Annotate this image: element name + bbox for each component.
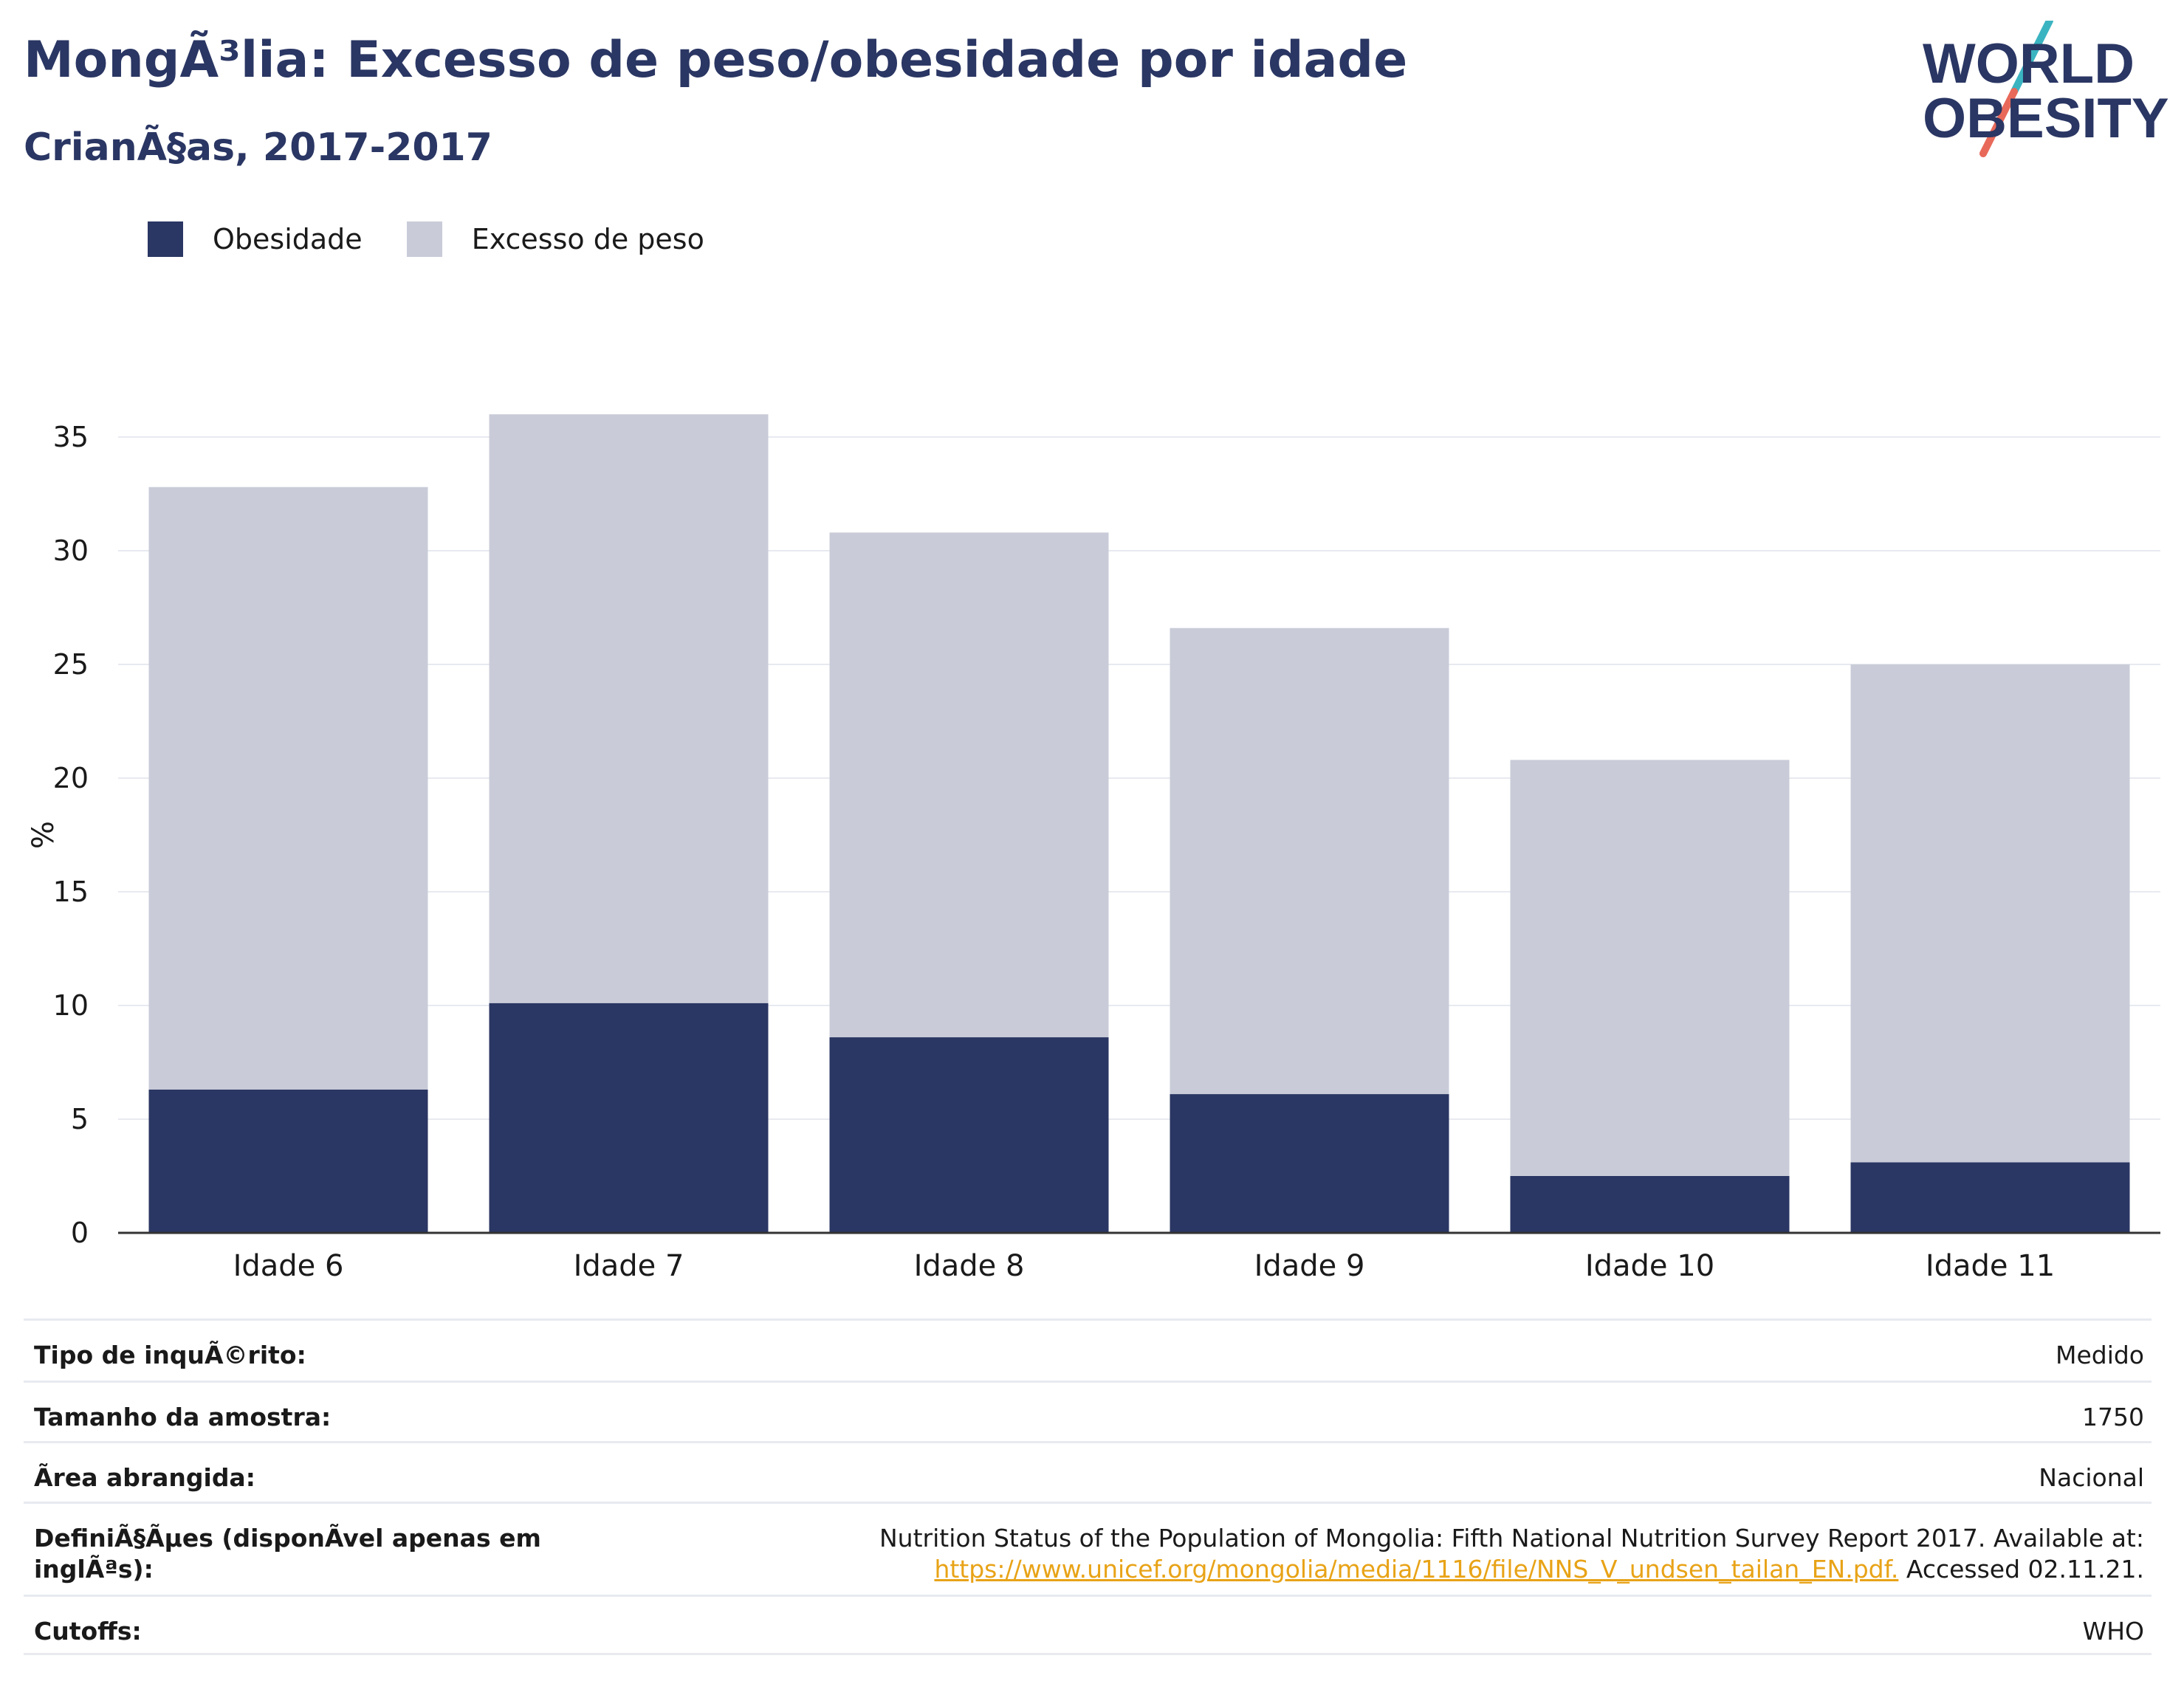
bar-obesidade <box>1850 1162 2130 1233</box>
chart-legend: Obesidade Excesso de peso <box>148 220 749 258</box>
info-value: Nutrition Status of the Population of Mo… <box>879 1523 2144 1585</box>
y-tick-label: 30 <box>53 534 89 567</box>
y-tick-label: 0 <box>71 1217 89 1249</box>
info-value: Nacional <box>2039 1463 2144 1492</box>
info-row-definitions: DefiniÃ§Ãµes (disponÃvel apenas em inglÃ… <box>24 1502 2152 1595</box>
x-tick-label: Idade 11 <box>1926 1249 2055 1283</box>
logo-line2: OBESITY <box>1923 87 2169 150</box>
x-tick-label: Idade 10 <box>1585 1249 1714 1283</box>
bar-chart: 0 5 10 15 20 25 30 35% Idade 6 Idade 7 Idade 8 Idad… <box>27 414 2160 1283</box>
y-tick-label: 35 <box>53 421 89 453</box>
y-tick-label: 25 <box>53 648 89 681</box>
logo-line1: WORLD <box>1923 32 2135 95</box>
y-axis-label: % <box>27 821 61 849</box>
bar-excesso-de-peso <box>1850 664 2130 1233</box>
bar-obesidade <box>148 1089 428 1233</box>
info-row-survey-type: Tipo de inquÃ©rito: Medido <box>24 1318 2152 1381</box>
chart-title: MongÃ³lia: Excesso de peso/obesidade por… <box>24 31 1408 89</box>
x-tick-label: Idade 6 <box>233 1249 344 1283</box>
logo-slash-bottom <box>1979 88 2018 157</box>
y-tick-label: 20 <box>53 762 89 794</box>
info-row-area: Ãrea abrangida: Nacional <box>24 1441 2152 1502</box>
x-tick-label: Idade 7 <box>574 1249 684 1283</box>
x-tick-label: Idade 8 <box>914 1249 1025 1283</box>
bar-excesso-de-peso <box>1510 760 1790 1233</box>
x-tick-label: Idade 9 <box>1254 1249 1365 1283</box>
legend-item-obesity[interactable]: Obesidade <box>148 221 363 257</box>
chart-subtitle: CrianÃ§as, 2017-2017 <box>24 126 492 170</box>
legend-swatch-obesity <box>148 221 183 257</box>
survey-info-table: Tipo de inquÃ©rito: Medido Tamanho da am… <box>24 1318 2152 1655</box>
y-tick-label: 10 <box>53 989 89 1022</box>
bar-obesidade <box>1170 1094 1449 1233</box>
info-row-sample-size: Tamanho da amostra: 1750 <box>24 1381 2152 1441</box>
bar-obesidade <box>829 1037 1109 1233</box>
info-label: Ãrea abrangida: <box>34 1463 255 1492</box>
world-obesity-logo: WORLD OBESITY <box>1923 21 2169 157</box>
bar-obesidade <box>489 1003 769 1233</box>
info-label: Tamanho da amostra: <box>34 1403 332 1431</box>
legend-label-overweight: Excesso de peso <box>471 223 704 255</box>
accessed-text: Accessed 02.11.21. <box>1898 1555 2144 1584</box>
info-label: Cutoffs: <box>34 1617 142 1646</box>
definitions-text: Nutrition Status of the Population of Mo… <box>879 1524 2144 1553</box>
logo-slash-top <box>2010 21 2053 95</box>
y-tick-label: 15 <box>53 876 89 908</box>
source-link[interactable]: https://www.unicef.org/mongolia/media/11… <box>934 1555 1899 1584</box>
bar-obesidade <box>1510 1176 1790 1233</box>
info-value: 1750 <box>2082 1403 2144 1431</box>
legend-item-overweight[interactable]: Excesso de peso <box>406 221 704 257</box>
y-tick-label: 5 <box>71 1103 89 1135</box>
info-value: Medido <box>2055 1341 2144 1369</box>
info-value: WHO <box>2082 1617 2144 1646</box>
legend-label-obesity: Obesidade <box>213 223 363 255</box>
legend-swatch-overweight <box>406 221 442 257</box>
info-label: Tipo de inquÃ©rito: <box>34 1341 306 1369</box>
info-row-cutoffs: Cutoffs: WHO <box>24 1595 2152 1655</box>
info-label: DefiniÃ§Ãµes (disponÃvel apenas em inglÃ… <box>34 1524 541 1584</box>
